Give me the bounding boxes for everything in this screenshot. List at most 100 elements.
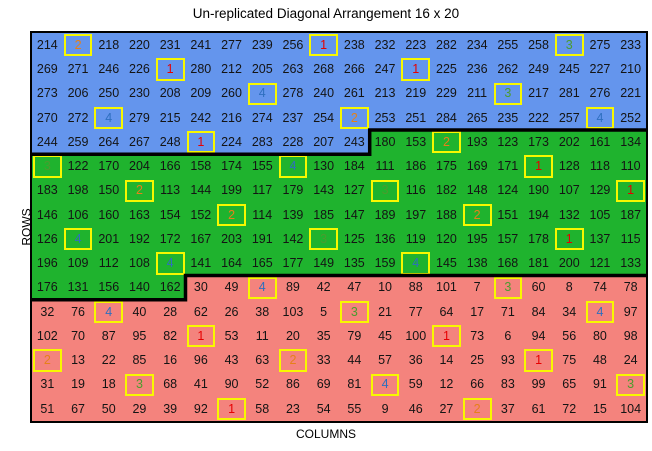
check-plot-box: 3	[309, 228, 338, 251]
plot-cell: 231	[154, 33, 186, 58]
plot-cell: 4	[154, 251, 186, 276]
plot-cell: 123	[492, 130, 524, 155]
plot-cell: 88	[400, 275, 432, 300]
plot-cell: 175	[431, 154, 462, 179]
plot-cell: 84	[523, 299, 554, 324]
plot-cell: 202	[553, 130, 585, 155]
plot-cell: 193	[461, 130, 493, 155]
plot-cell: 44	[339, 348, 370, 373]
plot-cell: 21	[369, 299, 401, 324]
plot-cell: 4	[246, 81, 278, 106]
plot-cell: 173	[523, 130, 554, 155]
plot-cell: 1	[308, 33, 339, 58]
plot-cell: 268	[308, 57, 339, 82]
y-axis-label: ROWS	[19, 208, 34, 246]
plot-cell: 134	[615, 130, 646, 155]
check-plot-box: 2	[462, 203, 492, 226]
plot-cell: 49	[216, 275, 247, 300]
plot-cell: 259	[62, 130, 94, 155]
plot-cell: 4	[277, 154, 309, 179]
plot-cell: 264	[93, 130, 125, 155]
plot-cell: 135	[339, 251, 370, 276]
plot-cell: 5	[308, 299, 339, 324]
plot-cell: 249	[523, 57, 554, 82]
plot-cell: 265	[461, 105, 493, 130]
plot-cell: 168	[492, 251, 524, 276]
plot-cell: 26	[216, 299, 247, 324]
check-plot-box: 3	[125, 373, 154, 396]
plot-cell: 19	[62, 372, 94, 397]
plot-cell: 80	[584, 324, 616, 349]
plot-area: 214 2 218 220 231 241 277 239 256 1 238 232 223 282 23…	[20, 31, 648, 423]
plot-cell: 240	[308, 81, 339, 106]
plot-cell: 199	[216, 178, 247, 203]
plot-cell: 15	[584, 396, 616, 421]
plot-cell: 4	[62, 227, 94, 252]
plot-cell: 117	[246, 178, 278, 203]
plot-cell: 239	[246, 33, 278, 58]
plot-cell: 29	[124, 396, 155, 421]
plot-cell: 210	[615, 57, 646, 82]
plot-cell: 254	[308, 105, 339, 130]
check-plot-box: 4	[247, 276, 277, 299]
plot-cell: 185	[308, 202, 339, 227]
plot-cell: 191	[246, 227, 278, 252]
plot-cell: 81	[339, 372, 370, 397]
plot-cell: 130	[308, 154, 339, 179]
plot-cell: 25	[461, 348, 493, 373]
plot-cell: 247	[369, 57, 401, 82]
check-plot-box: 3	[493, 82, 523, 105]
plot-cell: 214	[32, 33, 63, 58]
plot-cell: 13	[62, 348, 94, 373]
x-axis-label: COLUMNS	[295, 427, 356, 441]
plot-cell: 28	[154, 299, 186, 324]
plot-cell: 140	[124, 275, 155, 300]
plot-cell: 17	[461, 299, 493, 324]
plot-cell: 8	[553, 275, 585, 300]
plot-cell: 267	[124, 130, 155, 155]
check-plot-box: 1	[524, 349, 553, 372]
plot-cell: 228	[277, 130, 309, 155]
plot-cell: 27	[431, 396, 462, 421]
check-plot-box: 3	[554, 34, 584, 57]
check-plot-box: 4	[155, 252, 185, 275]
plot-cell: 261	[339, 81, 370, 106]
check-plot-box: 4	[370, 373, 400, 396]
plot-cell: 272	[62, 105, 94, 130]
plot-cell: 85	[124, 348, 155, 373]
plot-cell: 262	[492, 57, 524, 82]
plot-cell: 6	[492, 324, 524, 349]
plot-cell: 253	[369, 105, 401, 130]
plot-cell: 92	[185, 396, 217, 421]
plot-cell: 182	[431, 178, 462, 203]
check-plot-box: 4	[278, 155, 308, 178]
plot-cell: 146	[32, 202, 63, 227]
plot-cell: 56	[553, 324, 585, 349]
check-plot-box: 1	[616, 179, 645, 202]
plot-cell: 3	[492, 81, 524, 106]
plot-cell: 172	[154, 227, 186, 252]
plot-cell: 198	[62, 178, 94, 203]
plot-cell: 149	[308, 251, 339, 276]
plot-cell: 255	[492, 33, 524, 58]
plot-cell: 51	[32, 396, 63, 421]
plot-cell: 155	[246, 154, 278, 179]
plot-cell: 1	[185, 324, 217, 349]
plot-cell: 4	[93, 299, 125, 324]
plot-cell: 11	[246, 324, 278, 349]
plot-cell: 70	[62, 324, 94, 349]
plot-cell: 47	[339, 275, 370, 300]
check-plot-box: 2	[63, 34, 93, 57]
plot-cell: 141	[185, 251, 217, 276]
plot-cell: 248	[154, 130, 186, 155]
check-plot-box: 1	[524, 155, 553, 178]
plot-cell: 161	[584, 130, 616, 155]
plot-cell: 274	[246, 105, 278, 130]
plot-cell: 53	[216, 324, 247, 349]
plot-cell: 87	[93, 324, 125, 349]
plot-cell: 94	[523, 324, 554, 349]
plot-cell: 171	[492, 154, 524, 179]
plot-cell: 281	[553, 81, 585, 106]
check-plot-box: 3	[616, 373, 645, 396]
plot-grid: 214 2 218 220 231 241 277 239 256 1 238 232 223 282 23…	[32, 33, 646, 421]
